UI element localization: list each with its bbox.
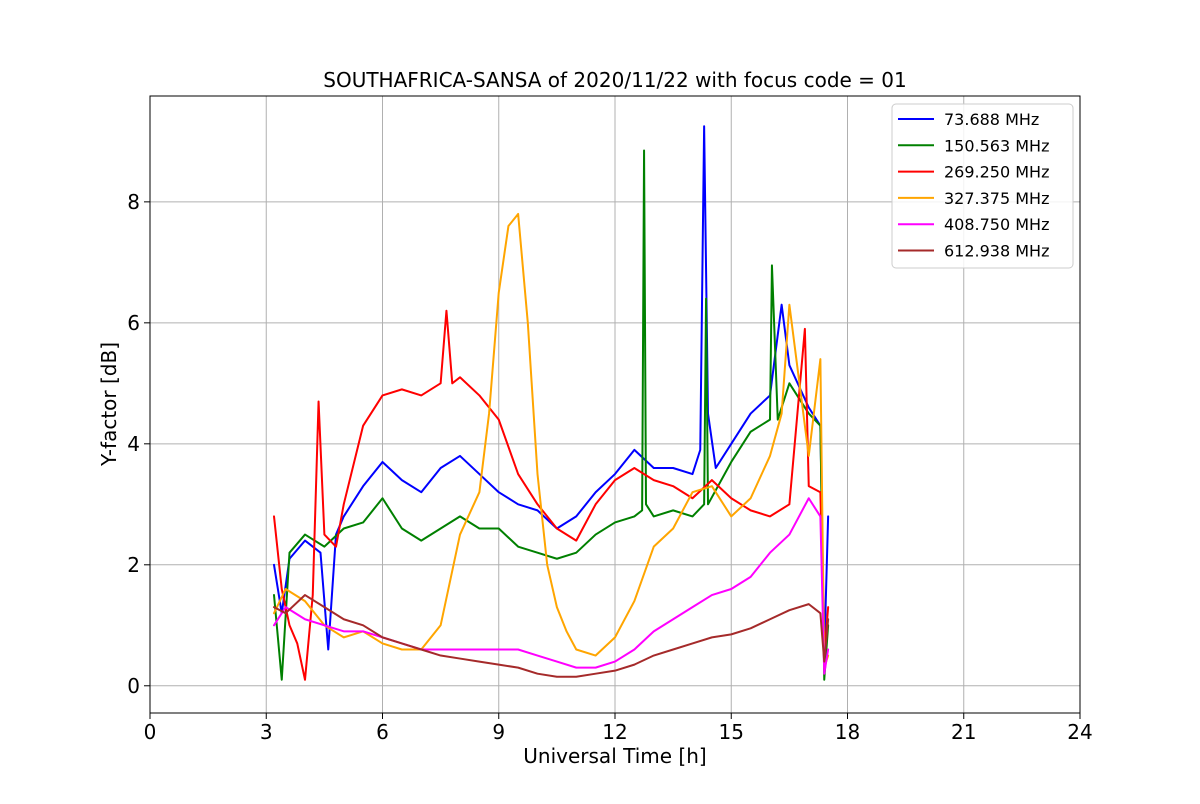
series-line: [273, 125, 830, 657]
legend-label: 612.938 MHz: [944, 242, 1049, 261]
y-tick-label: 0: [127, 674, 140, 698]
series-line: [273, 594, 830, 678]
y-tick-label: 8: [127, 190, 140, 214]
series-line: [273, 497, 830, 675]
x-axis-label: Universal Time [h]: [523, 744, 706, 768]
series-line: [273, 149, 830, 681]
y-tick-label: 2: [127, 553, 140, 577]
x-tick-label: 0: [144, 720, 157, 744]
series-lines: [273, 125, 830, 681]
legend-label: 150.563 MHz: [944, 136, 1049, 155]
legend-label: 269.250 MHz: [944, 163, 1049, 182]
x-tick-label: 6: [376, 720, 389, 744]
legend-label: 73.688 MHz: [944, 110, 1039, 129]
legend: 73.688 MHz 150.563 MHz 269.250 MHz 327.3…: [891, 103, 1074, 269]
legend-label: 408.750 MHz: [944, 215, 1049, 234]
legend-box: [891, 103, 1074, 269]
legend-items: 73.688 MHz 150.563 MHz 269.250 MHz 327.3…: [898, 110, 1049, 261]
x-tick-label: 3: [260, 720, 273, 744]
series-line: [273, 212, 830, 669]
legend-label: 327.375 MHz: [944, 189, 1049, 208]
x-tick-label: 18: [835, 720, 860, 744]
x-tick-label: 24: [1067, 720, 1092, 744]
x-tick-label: 9: [492, 720, 505, 744]
y-axis-label: Y-factor [dB]: [97, 342, 121, 467]
chart-title: SOUTHAFRICA-SANSA of 2020/11/22 with foc…: [323, 68, 907, 92]
y-tick-label: 6: [127, 311, 140, 335]
x-tick-label: 21: [951, 720, 976, 744]
x-tick-label: 15: [719, 720, 744, 744]
y-tick-label: 4: [127, 432, 140, 456]
x-tick-label: 12: [602, 720, 627, 744]
series-line: [273, 309, 830, 681]
